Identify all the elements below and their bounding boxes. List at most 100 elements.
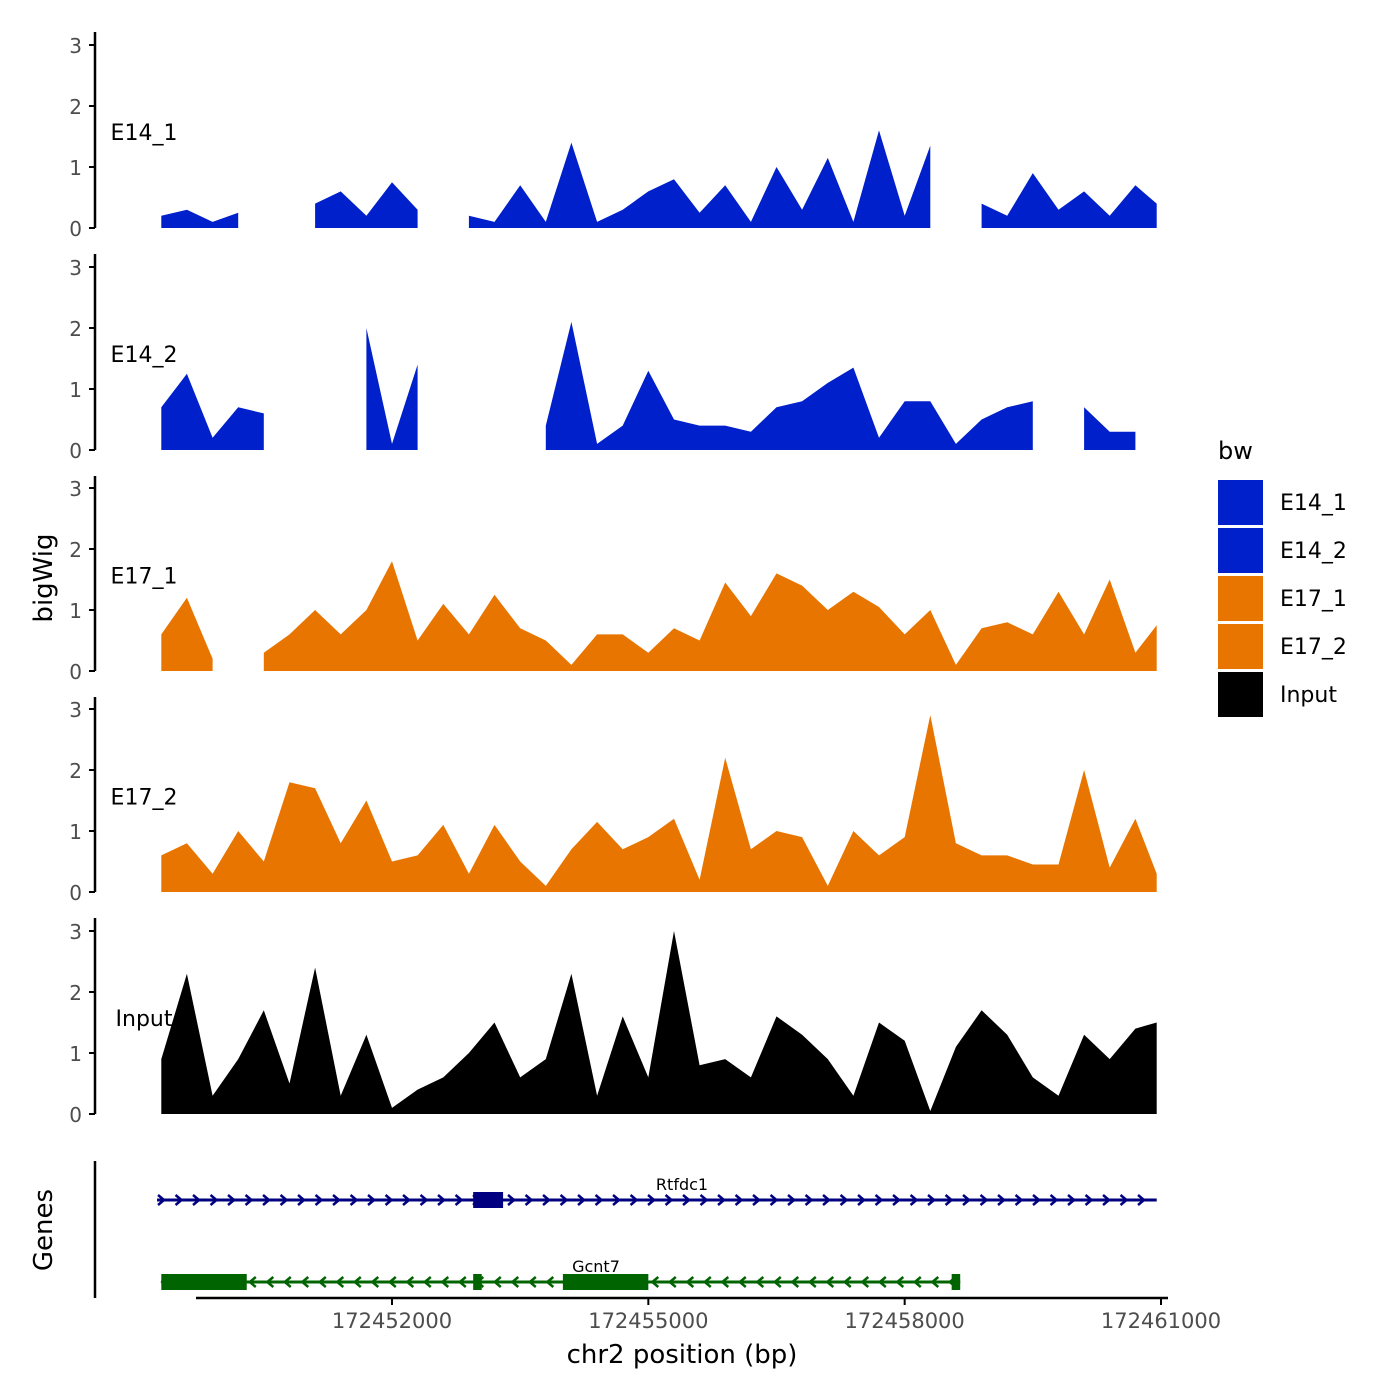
strand-arrow [349,1194,359,1206]
strand-arrow [737,1276,747,1288]
strand-arrow [1119,1194,1129,1206]
x-axis-label: chr2 position (bp) [567,1340,798,1370]
strand-arrow [384,1194,394,1206]
strand-arrow [422,1276,432,1288]
strand-arrow [1102,1194,1111,1206]
y-tick-label: 3 [69,920,82,944]
legend-label: Input [1280,683,1337,708]
exon [161,1274,247,1290]
legend-label: E17_1 [1280,587,1347,612]
strand-arrow [492,1276,502,1288]
strand-arrow [457,1276,467,1288]
y-tick-label: 2 [69,95,82,119]
strand-arrow [262,1194,271,1206]
genes-label: Genes [29,1189,59,1271]
strand-arrow [962,1194,971,1206]
y-tick-label: 2 [69,981,82,1005]
strand-arrow [804,1194,814,1206]
strand-arrow [545,1276,555,1288]
strand-arrow [577,1194,586,1206]
track-e17-1: 0 1 2 3 E17_1 [69,476,1157,684]
strand-arrow [510,1276,520,1288]
gene-gcnt7: Gcnt7 [160,1257,961,1290]
strand-arrow [1014,1194,1024,1206]
track-e14-2: 0 1 2 3 E14_2 [69,254,1136,463]
strand-arrow [755,1276,765,1288]
strand-arrow [874,1194,884,1206]
strand-arrow [790,1276,800,1288]
strand-arrow [825,1276,835,1288]
strand-arrow [787,1194,796,1206]
strand-arrow [387,1276,397,1288]
signal-area [1084,407,1136,450]
strand-arrow [857,1194,866,1206]
signal-area [161,209,239,228]
strand-arrow [912,1276,922,1288]
strand-arrow [769,1194,779,1206]
strand-arrow [664,1194,674,1206]
strand-arrow [402,1194,411,1206]
y-tick-label: 2 [69,759,82,783]
strand-arrow [174,1194,184,1206]
strand-arrow [524,1194,534,1206]
strand-arrow [332,1194,341,1206]
strand-arrow [699,1194,709,1206]
x-tick-label: 172461000 [1101,1309,1221,1333]
track-label: E17_1 [111,565,178,590]
bigwig-tracks: 0 1 2 3 E14_1 0 1 2 3 E14_2 0 1 2 3 E17_1 0 1 2 3 E17_2 0 1 2 3… [69,32,1157,1127]
exon [473,1274,482,1290]
strand-arrow [1067,1194,1076,1206]
strand-arrow [892,1194,901,1206]
strand-arrow [297,1194,306,1206]
strand-arrow [559,1194,569,1206]
strand-arrow [895,1276,905,1288]
strand-arrow [930,1276,940,1288]
y-tick-label: 0 [69,881,82,905]
legend-swatch [1218,480,1263,525]
strand-arrow [822,1194,831,1206]
y-tick-label: 1 [69,156,82,180]
exon [562,1274,649,1290]
strand-arrow [860,1276,870,1288]
signal-area [161,373,264,450]
signal-area [161,715,1157,892]
strand-arrow [997,1194,1006,1206]
strand-arrow [367,1194,376,1206]
strand-arrow [629,1194,639,1206]
y-tick-label: 0 [69,439,82,463]
y-tick-label: 1 [69,378,82,402]
y-tick-label: 3 [69,477,82,501]
x-tick-label: 172452000 [332,1309,452,1333]
legend-label: E14_1 [1280,491,1347,516]
strand-arrow [247,1276,257,1288]
y-tick-label: 2 [69,538,82,562]
strand-arrow [440,1276,450,1288]
y-tick-label: 0 [69,1103,82,1127]
strand-arrow [405,1276,415,1288]
strand-arrow [772,1276,782,1288]
strand-arrow [300,1276,310,1288]
strand-arrow [720,1276,730,1288]
signal-area [263,561,1157,671]
strand-arrow [157,1194,166,1206]
y-tick-label: 3 [69,34,82,58]
y-tick-label: 3 [69,256,82,280]
track-e17-2: 0 1 2 3 E17_2 [69,697,1157,905]
strand-arrow [335,1276,345,1288]
track-input: 0 1 2 3 Input [69,918,1157,1127]
track-label: E14_1 [111,121,178,146]
strand-arrow [370,1276,380,1288]
x-tick-label: 172455000 [588,1309,708,1333]
strand-arrow [1049,1194,1059,1206]
signal-area [161,931,1157,1114]
signal-area [366,328,418,450]
legend-swatch [1218,576,1263,621]
strand-arrow [877,1276,887,1288]
strand-arrow [1084,1194,1094,1206]
strand-arrow [437,1194,446,1206]
strand-arrow [282,1276,292,1288]
strand-arrow [717,1194,726,1206]
signal-area [161,597,213,671]
strand-arrow [542,1194,551,1206]
